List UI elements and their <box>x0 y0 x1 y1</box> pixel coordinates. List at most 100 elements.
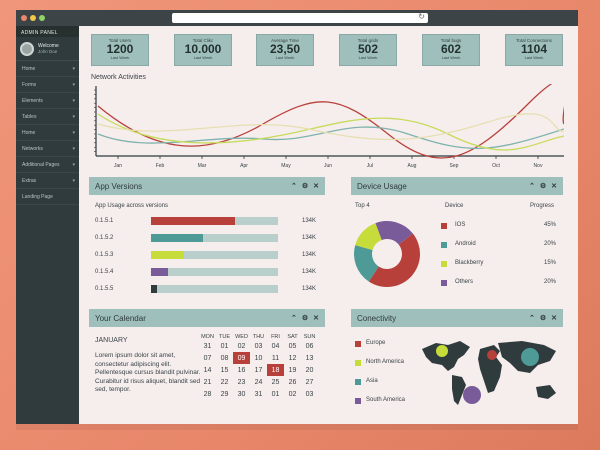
sidebar-item-tables[interactable]: Tables ▾ <box>16 109 79 125</box>
calendar-day[interactable]: 13 <box>305 354 314 362</box>
collapse-icon[interactable]: ⌃ <box>528 315 535 322</box>
sidebar-item-landing-page[interactable]: Landing Page <box>16 189 79 205</box>
maximize-dot[interactable] <box>39 15 45 21</box>
sidebar-item-label: Extras <box>22 177 37 184</box>
calendar-day[interactable]: 14 <box>203 366 212 374</box>
sidebar-item-extras[interactable]: Extras ▾ <box>16 173 79 189</box>
network-chart: JanFebMarAprMayJunJulAugSepOctNovDec <box>94 84 564 169</box>
device-name: Android <box>455 241 476 247</box>
calendar-day[interactable]: 25 <box>271 378 280 386</box>
calendar-day[interactable]: 02 <box>237 342 246 350</box>
stat-card[interactable]: Total Connections 1104 Last Week <box>505 34 563 66</box>
sidebar-item-home[interactable]: Home ▾ <box>16 61 79 77</box>
gear-icon[interactable]: ⚙ <box>301 183 309 190</box>
calendar-day[interactable]: 10 <box>254 354 263 362</box>
connectivity-header: Conectivity ⌃ ⚙ ✕ <box>351 309 563 327</box>
close-icon[interactable]: ✕ <box>551 183 557 190</box>
device-usage-title: Device Usage <box>357 181 407 191</box>
calendar-day[interactable]: 17 <box>254 366 263 374</box>
device-name: Others <box>455 279 474 285</box>
sidebar-item-forms[interactable]: Forms ▾ <box>16 77 79 93</box>
sidebar-item-elements[interactable]: Elements ▾ <box>16 93 79 109</box>
reload-icon[interactable]: ↻ <box>418 12 425 21</box>
collapse-icon[interactable]: ⌃ <box>290 183 297 190</box>
calendar-day[interactable]: 20 <box>305 366 314 374</box>
welcome-text: Welcome <box>38 43 59 49</box>
app-versions-header: App Versions ⌃ ⚙ ✕ <box>89 177 325 195</box>
close-dot[interactable] <box>21 15 27 21</box>
calendar-day[interactable]: 05 <box>288 342 297 350</box>
stat-value: 10.000 <box>184 42 222 56</box>
calendar-day[interactable]: 07 <box>203 354 212 362</box>
calendar-day[interactable]: 02 <box>288 390 297 398</box>
calendar-day[interactable]: 26 <box>288 378 297 386</box>
sidebar-item-networks[interactable]: Networks ▾ <box>16 141 79 157</box>
calendar-day[interactable]: 15 <box>220 366 229 374</box>
region-name: North America <box>366 359 405 365</box>
calendar-day[interactable]: 31 <box>254 390 263 398</box>
version-bar-fill <box>151 217 235 225</box>
collapse-icon[interactable]: ⌃ <box>528 183 535 190</box>
calendar-day[interactable]: 24 <box>254 378 263 386</box>
calendar-day[interactable]: 21 <box>203 378 212 386</box>
calendar-day[interactable]: 03 <box>254 342 263 350</box>
calendar-day[interactable]: 01 <box>220 342 229 350</box>
version-bar-fill <box>151 268 168 276</box>
version-count: 134K <box>302 235 317 241</box>
calendar-day[interactable]: 30 <box>237 390 246 398</box>
stat-value: 1200 <box>106 42 134 56</box>
calendar-day[interactable]: 22 <box>220 378 229 386</box>
sidebar-item-label: Forms <box>22 81 37 88</box>
x-tick-label: Apr <box>240 163 248 169</box>
stat-card[interactable]: Total grids 502 Last Week <box>339 34 397 66</box>
weekday-header: WED <box>235 334 248 340</box>
calendar-day[interactable]: 04 <box>271 342 280 350</box>
weekday-header: FRI <box>271 334 280 340</box>
version-count: 134K <box>302 218 317 224</box>
gear-icon[interactable]: ⚙ <box>539 183 547 190</box>
calendar-day[interactable]: 09 <box>233 352 250 364</box>
close-icon[interactable]: ✕ <box>551 315 557 322</box>
calendar-month: JANUARY <box>95 337 128 344</box>
calendar-day[interactable]: 28 <box>203 390 212 398</box>
calendar-day[interactable]: 06 <box>305 342 314 350</box>
sidebar-item-home[interactable]: Home ▾ <box>16 125 79 141</box>
version-label: 0.1.5.2 <box>95 235 114 241</box>
user-profile[interactable]: Welcome John Doe <box>16 37 79 61</box>
minimize-dot[interactable] <box>30 15 36 21</box>
device-progress: 45% <box>544 222 557 228</box>
collapse-icon[interactable]: ⌃ <box>290 315 297 322</box>
gear-icon[interactable]: ⚙ <box>539 315 547 322</box>
version-bar-fill <box>151 285 158 293</box>
calendar-day[interactable]: 16 <box>237 366 246 374</box>
sidebar-item-additional-pages[interactable]: Additional Pages ▾ <box>16 157 79 173</box>
calendar-day[interactable]: 23 <box>237 378 246 386</box>
stat-card[interactable]: Average Time 23,50 Last Week <box>256 34 314 66</box>
calendar-day[interactable]: 29 <box>220 390 229 398</box>
calendar-day[interactable]: 12 <box>288 354 297 362</box>
calendar-day[interactable]: 18 <box>267 364 284 376</box>
stat-card[interactable]: Total Users 1200 Last Week <box>91 34 149 66</box>
sidebar-item-label: Networks <box>22 145 43 152</box>
close-icon[interactable]: ✕ <box>313 183 319 190</box>
calendar-day[interactable]: 19 <box>288 366 297 374</box>
world-map <box>422 341 556 405</box>
device-progress: 15% <box>544 260 557 266</box>
calendar-day[interactable]: 11 <box>271 354 280 362</box>
calendar-day[interactable]: 27 <box>305 378 314 386</box>
close-icon[interactable]: ✕ <box>313 315 319 322</box>
weekday-header: TUE <box>219 334 230 340</box>
sidebar-item-label: Additional Pages <box>22 161 60 168</box>
calendar-day[interactable]: 03 <box>305 390 314 398</box>
donut-slice-android <box>354 245 379 282</box>
calendar-day[interactable]: 08 <box>220 354 229 362</box>
browser-window: ↻ ADMIN PANEL Welcome John Doe Home ▾ Form… <box>16 10 578 424</box>
calendar-day[interactable]: 01 <box>271 390 280 398</box>
stat-card[interactable]: Total Clikc 10.000 Last Week <box>174 34 232 66</box>
gear-icon[interactable]: ⚙ <box>301 315 309 322</box>
calendar-day[interactable]: 31 <box>203 342 212 350</box>
version-label: 0.1.5.4 <box>95 269 114 275</box>
device-color-swatch <box>441 261 447 267</box>
address-bar[interactable]: ↻ <box>172 12 428 23</box>
stat-card[interactable]: Total bugs 602 Last Week <box>422 34 480 66</box>
